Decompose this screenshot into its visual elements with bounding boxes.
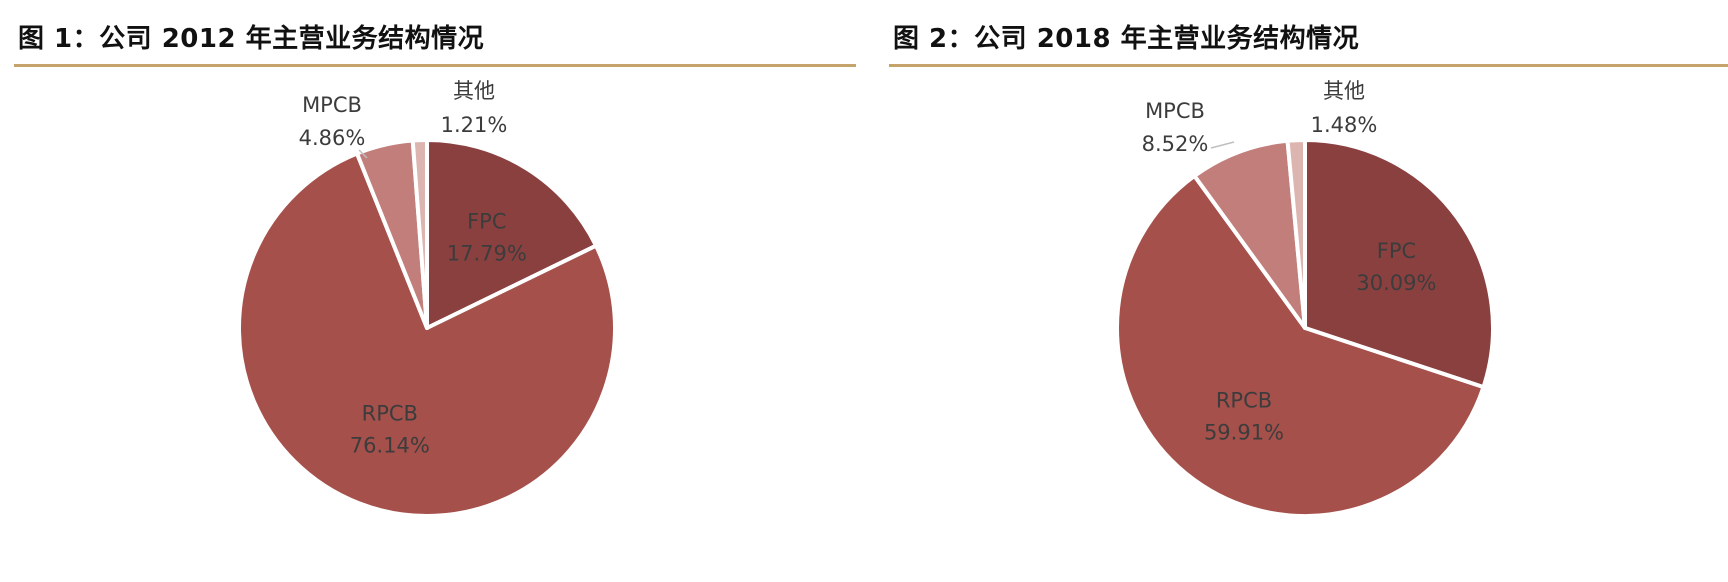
slice-value-label: 17.79% [447,241,527,265]
slice-value-label: 30.09% [1356,271,1436,295]
pie-chart-2018: FPC 30.09% RPCB 59.91% MPCB 8.52% 其他 1.48% [1115,79,1495,518]
slice-value-label: 1.21% [441,113,508,137]
chart-title: 图 2：公司 2018 年主营业务结构情况 [893,24,1360,54]
slice-value-label: 4.86% [299,126,366,150]
pie-slice-其他 [1285,138,1307,330]
slice-category-label: 其他 [453,79,495,103]
slice-value-label: 59.91% [1204,420,1284,444]
chart-panel-2018: 图 2：公司 2018 年主营业务结构情况 FPC 30.09% RPCB 59.91… [889,0,1728,582]
title-rule [889,64,1728,67]
pie-slice-fpc [425,138,599,330]
slice-category-label: MPCB [302,93,362,117]
chart-title: 图 1：公司 2012 年主营业务结构情况 [18,24,485,54]
slice-value-label: 8.52% [1142,132,1209,156]
slice-category-label: RPCB [362,401,418,425]
pie-chart-2012: FPC 17.79% RPCB 76.14% MPCB 4.86% 其他 1.21% [237,79,617,518]
slice-category-label: FPC [467,209,506,233]
leader-line-mpcb [358,149,368,159]
pie-slice-rpcb [1115,173,1486,518]
slice-value-label: 1.48% [1311,113,1378,137]
title-rule [14,64,856,67]
slice-value-label: 76.14% [350,433,430,457]
pie-slice-fpc [1303,138,1495,390]
leader-line-mpcb [1210,141,1235,149]
slice-category-label: RPCB [1216,388,1272,412]
pie-slice-rpcb [237,151,617,518]
slice-category-label: MPCB [1145,99,1205,123]
slice-category-label: FPC [1377,239,1416,263]
chart-panel-2012: 图 1：公司 2012 年主营业务结构情况 FPC 17.79% RPCB 76.14… [14,0,856,582]
slice-category-label: 其他 [1323,79,1365,103]
pie-slice-其他 [410,138,429,330]
